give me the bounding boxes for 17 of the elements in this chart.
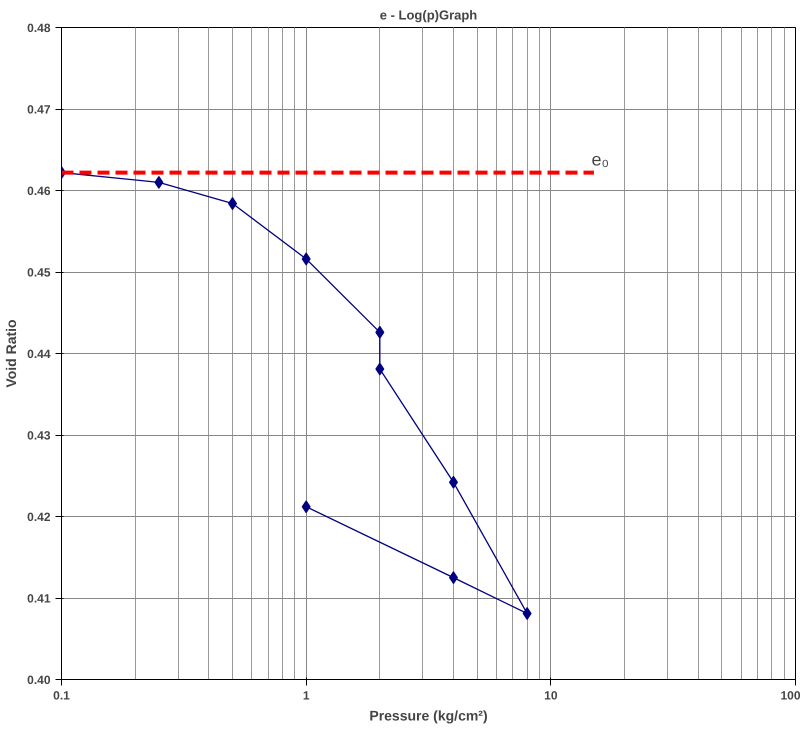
x-axis-title: Pressure (kg/cm²) — [369, 708, 488, 724]
y-tick-label: 0.43 — [27, 428, 51, 442]
x-tick-label: 0.1 — [53, 688, 70, 702]
x-tick-label: 100 — [780, 688, 801, 702]
x-tick-label: 10 — [544, 688, 558, 702]
y-tick-label: 0.44 — [27, 347, 51, 361]
x-tick-label: 1 — [302, 688, 310, 702]
y-tick-label: 0.47 — [27, 102, 51, 116]
y-tick-label: 0.41 — [27, 592, 51, 606]
y-tick-label: 0.48 — [27, 21, 51, 35]
y-axis-title: Void Ratio — [3, 319, 20, 388]
y-tick-label: 0.46 — [27, 184, 51, 198]
y-tick-label: 0.45 — [27, 266, 51, 280]
y-tick-label: 0.42 — [27, 510, 51, 524]
annotation: e₀ — [592, 150, 609, 170]
y-tick-label: 0.40 — [27, 673, 51, 687]
chart-title: e - Log(p)Graph — [380, 8, 478, 22]
